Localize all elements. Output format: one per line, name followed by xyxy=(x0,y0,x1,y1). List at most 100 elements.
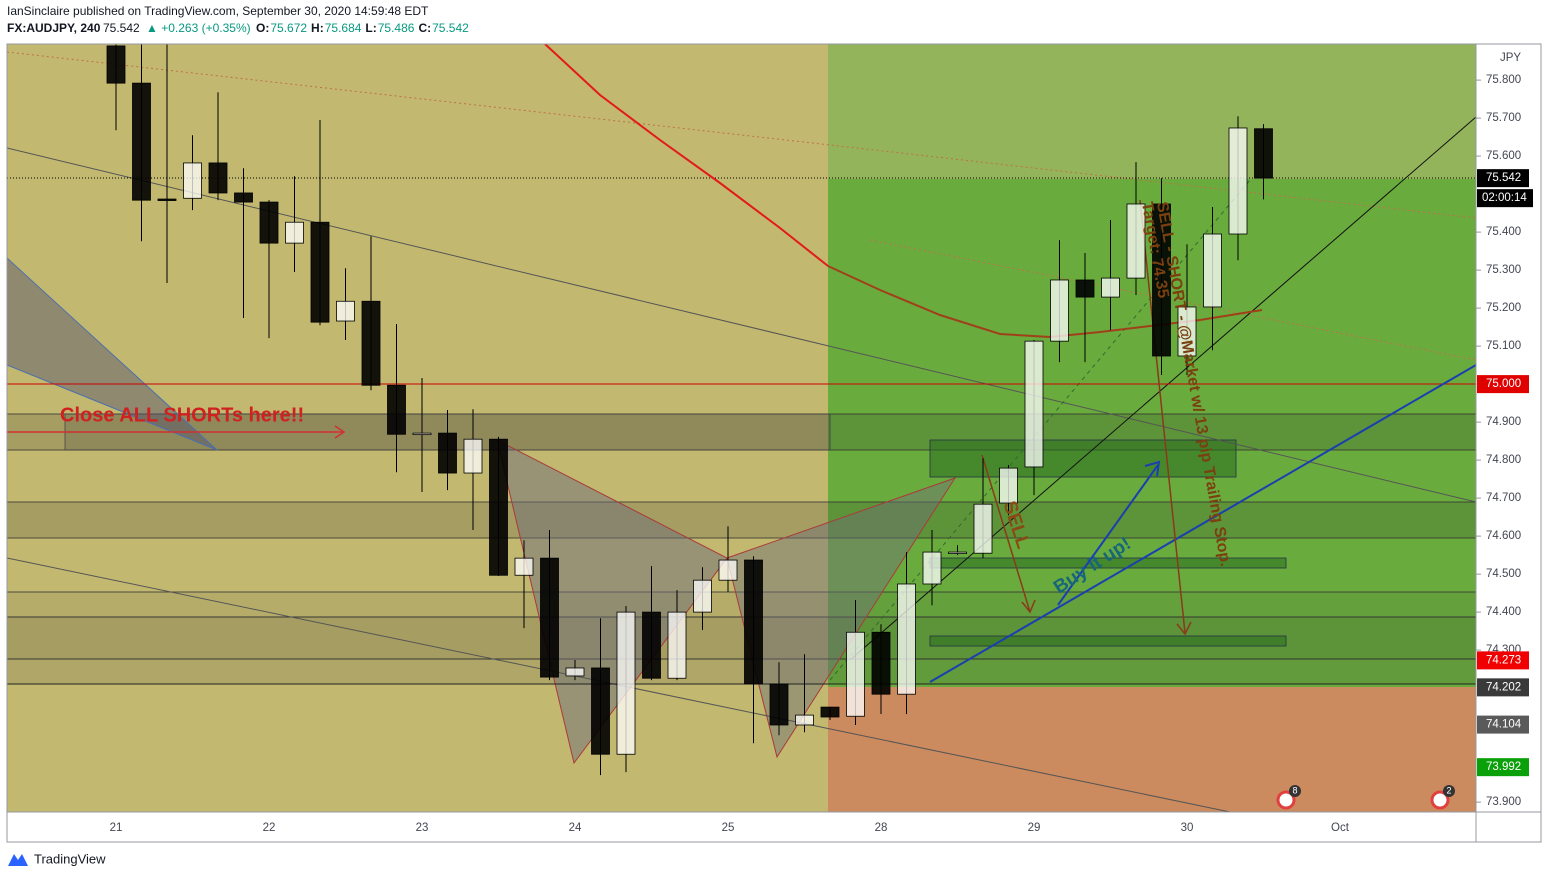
candle-body xyxy=(795,714,814,726)
candle-body xyxy=(412,432,432,436)
price-badge-label: 73.992 xyxy=(1486,761,1521,773)
y-tick-label: 75.100 xyxy=(1486,340,1521,352)
zone xyxy=(828,44,1476,179)
trend-line xyxy=(929,364,1476,683)
candle-body xyxy=(183,162,202,199)
candle-body xyxy=(846,631,865,717)
y-tick-label: 75.400 xyxy=(1486,226,1521,238)
candle-body xyxy=(463,438,483,474)
box xyxy=(929,635,1287,647)
candle-body xyxy=(1024,340,1044,468)
y-tick-label: 74.800 xyxy=(1486,454,1521,466)
arrow xyxy=(1139,199,1186,634)
candle-body xyxy=(1126,203,1146,279)
candle-body xyxy=(540,557,559,678)
y-tick-label: 74.600 xyxy=(1486,530,1521,542)
last-price: 75.542 xyxy=(103,21,140,35)
candle-body xyxy=(1101,277,1120,298)
price-badge-label: 74.202 xyxy=(1486,681,1521,693)
candle-body xyxy=(132,82,151,201)
countdown: 02:00:14 xyxy=(1482,192,1527,204)
price-badge-label: 74.104 xyxy=(1486,719,1522,731)
band xyxy=(7,591,1476,618)
candle-body xyxy=(999,467,1018,504)
event-icon[interactable] xyxy=(1430,790,1450,810)
y-tick-label: 75.700 xyxy=(1486,112,1521,124)
trend-line xyxy=(7,147,1476,503)
candle-body xyxy=(897,583,916,695)
price-badge xyxy=(1477,678,1529,697)
arrow-head xyxy=(1176,621,1192,636)
candle-body xyxy=(565,667,585,677)
candle-body xyxy=(1203,233,1222,308)
candle-body xyxy=(438,432,457,474)
frame xyxy=(6,43,1542,843)
price-badge-label: 75.000 xyxy=(1486,378,1521,390)
ohlc-value: 75.684 xyxy=(325,21,362,35)
candle-body xyxy=(871,631,891,695)
event-count: 8 xyxy=(1292,785,1297,795)
ohlc-value: 75.542 xyxy=(432,21,469,35)
x-tick-label: 21 xyxy=(110,822,123,834)
drawings xyxy=(7,44,1476,812)
annotation: Close ALL SHORTs here!! xyxy=(60,404,304,426)
symbol: FX:AUDJPY, 240 xyxy=(7,21,101,35)
zone xyxy=(828,179,1476,687)
x-tick-label: 23 xyxy=(416,822,429,834)
event-icon[interactable] xyxy=(1276,790,1296,810)
y-tick-label: 74.900 xyxy=(1486,416,1521,428)
price-badge xyxy=(1477,169,1529,188)
candle-body xyxy=(718,559,738,581)
candle-body xyxy=(1050,279,1069,342)
candle-body xyxy=(310,221,330,323)
ohlc-value: 75.486 xyxy=(378,21,415,35)
price-badge-label: 74.273 xyxy=(1486,654,1521,666)
ohlc-key: C: xyxy=(418,21,431,35)
candle-body xyxy=(973,503,993,554)
candle-body xyxy=(948,551,967,554)
candle-body xyxy=(336,300,355,322)
ohlc-key: H: xyxy=(311,21,324,35)
axes: 73.90074.30074.40074.50074.60074.70074.8… xyxy=(110,74,1533,834)
y-tick-label: 75.300 xyxy=(1486,264,1521,276)
price-badge xyxy=(1477,375,1529,394)
candle-body xyxy=(234,192,253,203)
trend-line xyxy=(849,116,1476,661)
candle-body xyxy=(514,557,534,576)
candle-body xyxy=(616,611,636,755)
candle-body xyxy=(489,438,508,576)
y-tick-label: 75.600 xyxy=(1486,150,1521,162)
band xyxy=(7,658,1476,685)
x-tick-label: 29 xyxy=(1028,822,1041,834)
x-tick-label: 25 xyxy=(722,822,735,834)
ohlc-key: L: xyxy=(365,21,376,35)
pattern xyxy=(7,257,218,451)
arrow-head xyxy=(1144,460,1161,477)
candle-body xyxy=(667,611,687,679)
trend-line xyxy=(829,179,1251,681)
ohlc-value: 75.672 xyxy=(270,21,307,35)
arrow xyxy=(1057,464,1159,606)
arrow xyxy=(981,454,1031,613)
footer: TradingView xyxy=(34,851,106,866)
y-tick-label: 74.500 xyxy=(1486,568,1521,580)
event-count-bg xyxy=(1289,785,1301,797)
candle-body xyxy=(922,551,942,585)
candle-body xyxy=(1228,127,1248,235)
candle-body xyxy=(361,300,381,386)
logo xyxy=(8,854,28,866)
x-tick-label: 22 xyxy=(263,822,276,834)
y-tick-label: 74.700 xyxy=(1486,492,1521,504)
event-count-bg xyxy=(1443,785,1455,797)
candle-body xyxy=(157,198,177,201)
x-tick-label: Oct xyxy=(1331,822,1350,834)
candle-body xyxy=(387,384,406,435)
candle-body xyxy=(106,45,126,84)
ohlc-key: O: xyxy=(256,21,269,35)
candle-body xyxy=(769,683,789,726)
candle-body xyxy=(693,579,712,613)
candle-body xyxy=(642,611,661,679)
price-badge xyxy=(1477,651,1529,670)
